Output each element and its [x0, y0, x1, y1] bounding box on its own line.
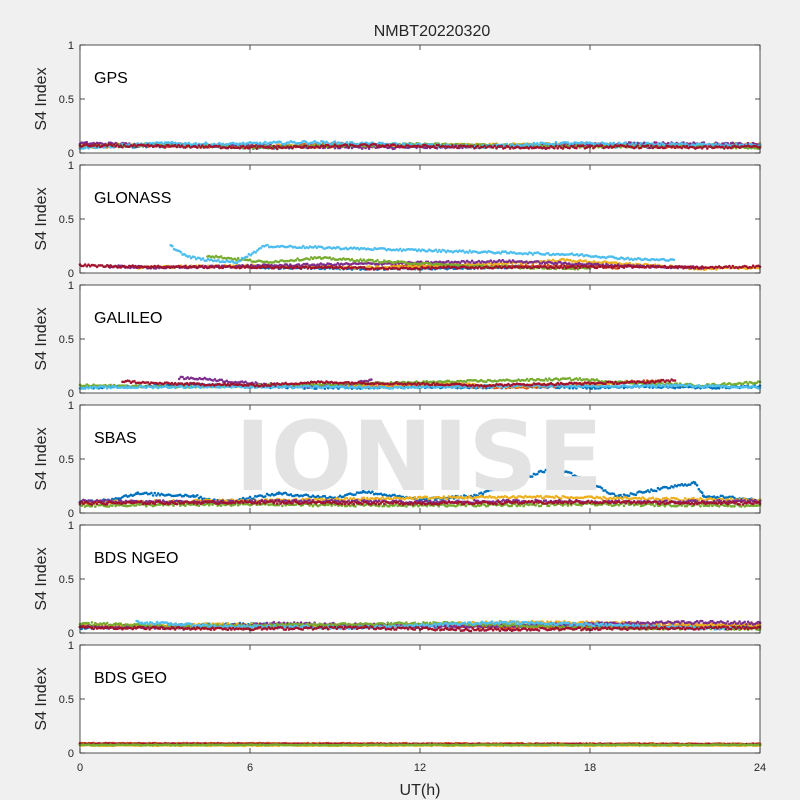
data-point — [245, 255, 249, 259]
data-point — [318, 142, 322, 145]
data-point — [410, 142, 413, 146]
data-point — [304, 144, 308, 148]
panel-glonass: 0 0.5 1 GLONASS S4 Index — [33, 160, 762, 280]
panel-gps: 0 0.5 1 GPS S4 Index — [33, 40, 762, 160]
data-point — [376, 259, 379, 262]
data-point — [374, 143, 378, 146]
panel-label: GLONASS — [94, 190, 171, 207]
y-tick-label: 0.5 — [59, 94, 74, 106]
data-point — [554, 140, 558, 144]
data-point — [347, 145, 350, 149]
data-point — [634, 141, 638, 145]
data-point — [196, 146, 199, 149]
data-point — [254, 251, 257, 254]
data-point — [581, 144, 585, 147]
data-point — [648, 146, 651, 150]
data-point — [646, 141, 650, 145]
data-point — [253, 144, 257, 148]
data-point — [151, 141, 155, 145]
data-point — [270, 147, 274, 150]
figure-title: NMBT20220320 — [374, 23, 491, 40]
data-point — [241, 144, 245, 148]
y-tick-label: 0 — [68, 268, 74, 280]
data-point — [554, 144, 558, 148]
data-point — [672, 258, 676, 262]
panel-label: GPS — [94, 70, 128, 87]
data-point — [454, 144, 458, 147]
data-point — [493, 144, 497, 148]
data-point — [600, 144, 604, 147]
data-point — [434, 248, 438, 252]
data-point — [706, 147, 709, 150]
data-point — [595, 266, 599, 270]
data-point — [255, 147, 259, 150]
data-point — [121, 145, 124, 149]
data-point — [639, 146, 643, 150]
data-point — [636, 144, 639, 147]
data-point — [663, 146, 667, 150]
data-point — [631, 141, 634, 145]
data-point — [476, 144, 480, 148]
data-point — [163, 146, 167, 149]
data-point — [714, 142, 718, 146]
data-point — [197, 144, 201, 147]
y-tick-label: 1 — [68, 40, 74, 52]
y-axis-label: S4 Index — [33, 187, 50, 250]
data-point — [393, 143, 396, 146]
data-point — [639, 141, 643, 145]
y-tick-label: 1 — [68, 160, 74, 172]
data-point — [649, 144, 653, 147]
data-point — [561, 147, 565, 150]
data-point — [575, 146, 578, 150]
data-point — [171, 244, 174, 248]
plot-area — [80, 165, 760, 273]
data-point — [218, 144, 221, 148]
y-axis-label: S4 Index — [33, 67, 50, 130]
data-point — [624, 141, 627, 145]
data-point — [266, 243, 269, 247]
data-point — [590, 144, 593, 148]
data-point — [275, 147, 279, 151]
data-point — [500, 144, 503, 148]
data-point — [434, 146, 437, 149]
data-points — [78, 139, 762, 151]
y-tick-label: 0 — [68, 148, 74, 160]
data-point — [568, 146, 571, 150]
data-point — [556, 147, 559, 150]
data-point — [723, 147, 726, 150]
data-point — [646, 144, 650, 147]
data-point — [201, 257, 205, 260]
data-point — [193, 255, 196, 259]
data-point — [97, 143, 100, 147]
data-point — [333, 140, 337, 143]
panels: 0 0.5 1 GPS S4 Index 0 0.5 1 GLONASS S4 Index 00.5… — [33, 40, 766, 774]
data-point — [236, 256, 240, 260]
data-point — [308, 258, 311, 261]
data-point — [685, 144, 689, 148]
data-point — [398, 247, 402, 251]
data-point — [360, 147, 364, 150]
data-point — [525, 142, 529, 146]
plot-area — [80, 45, 760, 153]
data-point — [239, 259, 242, 263]
data-point — [179, 250, 183, 254]
data-point — [427, 265, 430, 269]
data-point — [553, 146, 556, 150]
y-tick-label: 0.5 — [59, 214, 74, 226]
data-point — [94, 143, 97, 146]
data-point — [704, 144, 707, 148]
